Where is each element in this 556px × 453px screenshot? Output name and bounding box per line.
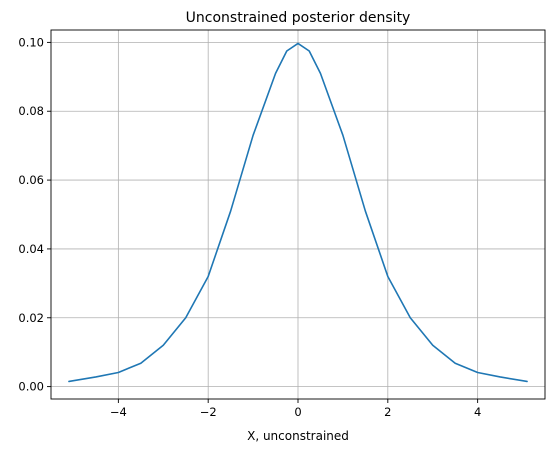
x-tick-label: 0 xyxy=(294,405,301,419)
series-line-0 xyxy=(68,42,528,383)
grid xyxy=(51,30,545,399)
y-tick-label: 0.02 xyxy=(18,311,44,325)
x-tick-label: 2 xyxy=(384,405,391,419)
x-axis: −4 −2 0 2 4 xyxy=(110,399,481,419)
x-tick-label: −4 xyxy=(110,405,127,419)
y-tick-label: 0.08 xyxy=(18,104,44,118)
y-tick-label: 0.04 xyxy=(18,242,44,256)
y-tick-label: 0.06 xyxy=(18,173,44,187)
x-tick-label: −2 xyxy=(200,405,217,419)
x-tick-label: 4 xyxy=(474,405,481,419)
series-group xyxy=(68,42,528,383)
x-axis-label: X, unconstrained xyxy=(247,429,349,443)
y-tick-label: 0.10 xyxy=(18,35,44,49)
y-tick-label: 0.00 xyxy=(18,380,44,394)
y-axis: 0.00 0.02 0.04 0.06 0.08 0.10 xyxy=(18,35,51,394)
chart-title: Unconstrained posterior density xyxy=(186,10,411,26)
